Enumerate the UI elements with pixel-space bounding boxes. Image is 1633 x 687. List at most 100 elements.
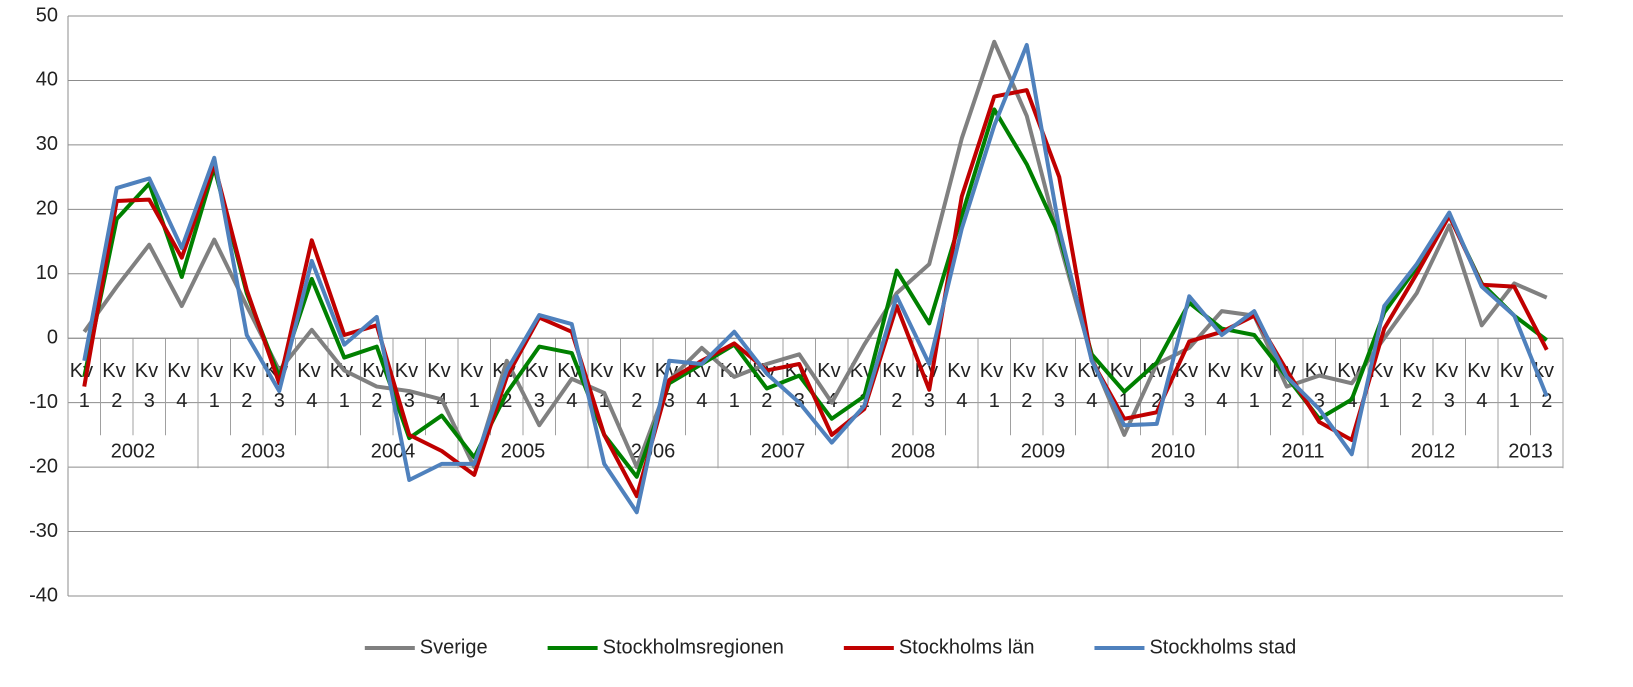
x-tick-label: Kv 3 xyxy=(525,361,554,413)
x-tick-label-part: Kv xyxy=(167,361,196,383)
x-tick-label-part: 4 xyxy=(1216,391,1227,413)
x-tick-label: Kv 3 xyxy=(1435,361,1464,413)
x-tick-label-part: 4 xyxy=(696,391,707,413)
x-tick-label-part: Kv xyxy=(1012,361,1041,383)
x-tick-label-part: Kv xyxy=(1110,361,1139,383)
x-tick-label-part: 1 xyxy=(1119,391,1130,413)
x-group-label: 2004 xyxy=(371,441,416,463)
x-tick-label-part: 2 xyxy=(1411,391,1422,413)
y-tick-label: 0 xyxy=(47,327,58,349)
x-tick-label: Kv 4 xyxy=(297,361,326,413)
x-tick-label: Kv 1 xyxy=(200,361,229,413)
x-tick-label-part: 1 xyxy=(1509,391,1520,413)
x-tick-label: Kv 4 xyxy=(167,361,196,413)
x-tick-label-part: Kv xyxy=(1435,361,1464,383)
x-tick-label-part: 1 xyxy=(989,391,1000,413)
x-tick-label-part: 3 xyxy=(664,391,675,413)
x-tick-label-part: 3 xyxy=(404,391,415,413)
x-tick-label: Kv 1 xyxy=(460,361,489,413)
x-tick-label-part: 1 xyxy=(1379,391,1390,413)
x-group-label: 2007 xyxy=(761,441,806,463)
legend-label: Stockholms län xyxy=(899,636,1035,658)
x-tick-label: Kv 2 xyxy=(102,361,131,413)
x-tick-label-part: Kv xyxy=(232,361,261,383)
x-tick-label-part: Kv xyxy=(427,361,456,383)
y-tick-label: 40 xyxy=(36,69,58,91)
x-tick-label-part: 2 xyxy=(1021,391,1032,413)
x-tick-label: Kv 1 xyxy=(1240,361,1269,413)
x-group-label: 2013 xyxy=(1508,441,1553,463)
x-tick-label-part: Kv xyxy=(1045,361,1074,383)
x-group-label: 2012 xyxy=(1411,441,1456,463)
x-tick-label-part: 1 xyxy=(79,391,90,413)
x-tick-label-part: 2 xyxy=(891,391,902,413)
x-tick-label-part: 2 xyxy=(501,391,512,413)
x-tick-label-part: 4 xyxy=(956,391,967,413)
x-tick-label-part: Kv xyxy=(947,361,976,383)
x-tick-label: Kv 1 xyxy=(980,361,1009,413)
x-tick-label-part: 3 xyxy=(1184,391,1195,413)
x-tick-label-part: Kv xyxy=(622,361,651,383)
x-tick-label: Kv 2 xyxy=(232,361,261,413)
x-tick-label: Kv 1 xyxy=(720,361,749,413)
x-tick-label: Kv 4 xyxy=(1467,361,1496,413)
x-tick-label-part: Kv xyxy=(460,361,489,383)
x-tick-label-part: 3 xyxy=(1444,391,1455,413)
x-tick-label-part: Kv xyxy=(1175,361,1204,383)
x-group-label: 2005 xyxy=(501,441,546,463)
x-tick-label-part: Kv xyxy=(980,361,1009,383)
y-tick-label: 20 xyxy=(36,198,58,220)
x-tick-label-part: 4 xyxy=(176,391,187,413)
x-tick-label: Kv 4 xyxy=(427,361,456,413)
x-tick-label: Kv 4 xyxy=(1207,361,1236,413)
x-tick-label: Kv 1 xyxy=(590,361,619,413)
x-group-label: 2003 xyxy=(241,441,286,463)
x-tick-label: Kv 2 xyxy=(882,361,911,413)
x-tick-label-part: Kv xyxy=(102,361,131,383)
x-tick-label-part: Kv xyxy=(525,361,554,383)
x-tick-label: Kv 3 xyxy=(135,361,164,413)
x-group-label: 2002 xyxy=(111,441,156,463)
x-tick-label-part: 4 xyxy=(306,391,317,413)
x-tick-label-part: Kv xyxy=(817,361,846,383)
x-tick-label: Kv 1 xyxy=(1500,361,1529,413)
x-tick-label-part: 2 xyxy=(371,391,382,413)
x-tick-label: Kv 2 xyxy=(1012,361,1041,413)
legend-label: Sverige xyxy=(420,636,488,658)
y-tick-label: -30 xyxy=(29,520,58,542)
x-group-label: 2009 xyxy=(1021,441,1066,463)
x-tick-label: Kv 2 xyxy=(1402,361,1431,413)
x-tick-label-part: 1 xyxy=(339,391,350,413)
x-tick-label: Kv 3 xyxy=(1175,361,1204,413)
x-tick-label-part: Kv xyxy=(1240,361,1269,383)
x-tick-label-part: 2 xyxy=(761,391,772,413)
legend-label: Stockholms stad xyxy=(1149,636,1296,658)
x-tick-label-part: 1 xyxy=(469,391,480,413)
legend: Sverige Stockholmsregionen Stockholms län S… xyxy=(364,636,1296,658)
x-tick-label-part: 2 xyxy=(111,391,122,413)
x-tick-label-part: 1 xyxy=(599,391,610,413)
x-tick-label-part: 4 xyxy=(1086,391,1097,413)
x-tick-label-part: 1 xyxy=(209,391,220,413)
x-tick-label-part: Kv xyxy=(1370,361,1399,383)
legend-label: Stockholmsregionen xyxy=(603,636,784,658)
x-tick-label-part: 2 xyxy=(241,391,252,413)
x-tick-label-part: 2 xyxy=(1281,391,1292,413)
x-tick-label: kv 2 xyxy=(1534,361,1560,413)
x-tick-label-part: Kv xyxy=(395,361,424,383)
x-tick-label-part: 3 xyxy=(1314,391,1325,413)
x-tick-label-part: 3 xyxy=(924,391,935,413)
series-line xyxy=(82,43,1549,515)
series-line xyxy=(82,39,1548,470)
x-tick-label-part: Kv xyxy=(135,361,164,383)
x-tick-label-part: 4 xyxy=(1476,391,1487,413)
x-tick-label-part: Kv xyxy=(1402,361,1431,383)
x-tick-label-part: Kv xyxy=(1467,361,1496,383)
x-tick-label: Kv 2 xyxy=(622,361,651,413)
x-group-label: 2010 xyxy=(1151,441,1196,463)
x-tick-label-part: 3 xyxy=(274,391,285,413)
x-tick-label-part: 3 xyxy=(144,391,155,413)
series-line xyxy=(82,88,1549,499)
x-tick-label: Kv 1 xyxy=(1370,361,1399,413)
